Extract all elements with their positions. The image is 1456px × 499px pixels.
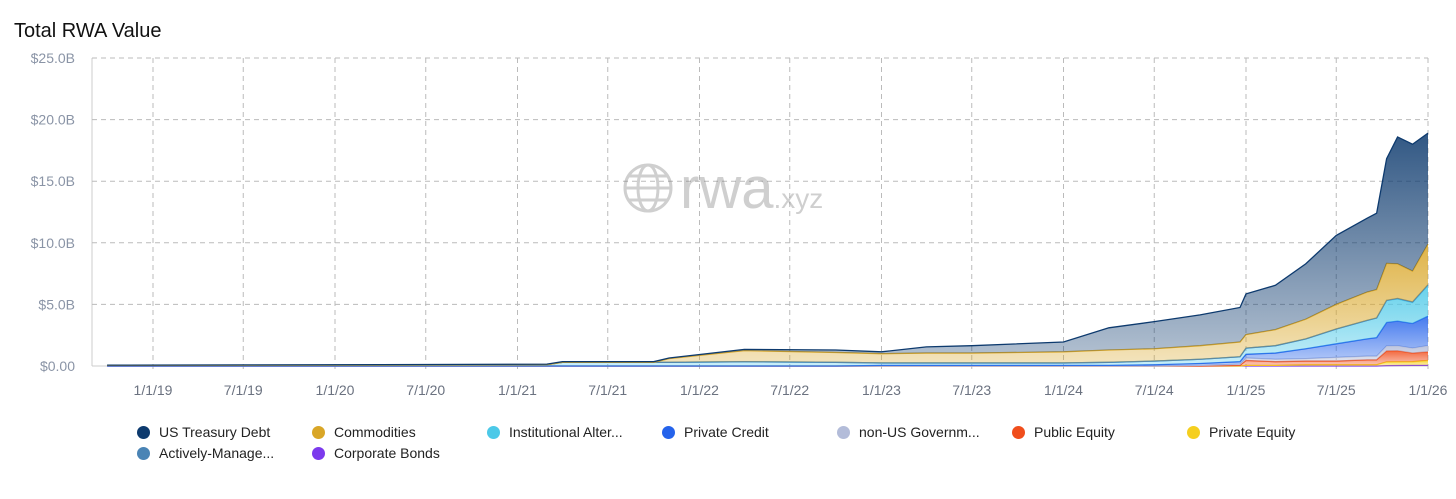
legend-item[interactable]: Private Equity bbox=[1187, 424, 1295, 440]
y-tick-label: $10.0B bbox=[31, 235, 75, 251]
legend-dot-icon bbox=[662, 425, 675, 439]
x-tick-label: 1/1/20 bbox=[316, 382, 355, 398]
y-tick-label: $25.0B bbox=[31, 50, 75, 66]
x-tick-label: 1/1/26 bbox=[1409, 382, 1448, 398]
area-public-equity bbox=[107, 350, 1428, 366]
y-tick-label: $15.0B bbox=[31, 173, 75, 189]
x-tick-label: 7/1/24 bbox=[1135, 382, 1174, 398]
x-tick-label: 1/1/24 bbox=[1044, 382, 1083, 398]
x-tick-label: 1/1/19 bbox=[134, 382, 173, 398]
x-tick-label: 7/1/23 bbox=[952, 382, 991, 398]
legend-dot-icon bbox=[312, 425, 325, 439]
legend-label: Private Credit bbox=[684, 424, 769, 440]
x-tick-label: 7/1/25 bbox=[1317, 382, 1356, 398]
x-tick-label: 1/1/22 bbox=[680, 382, 719, 398]
x-tick-label: 7/1/20 bbox=[406, 382, 445, 398]
line-us-treasury-debt bbox=[107, 132, 1429, 366]
legend-item[interactable]: Public Equity bbox=[1012, 424, 1115, 440]
legend-label: Commodities bbox=[334, 424, 416, 440]
legend-dot-icon bbox=[312, 446, 325, 460]
x-tick-label: 7/1/22 bbox=[770, 382, 809, 398]
y-tick-label: $20.0B bbox=[31, 112, 75, 128]
legend-item[interactable]: Institutional Alter... bbox=[487, 424, 623, 440]
globe-icon bbox=[623, 163, 673, 213]
legend-dot-icon bbox=[487, 425, 500, 439]
legend-item[interactable]: Private Credit bbox=[662, 424, 769, 440]
legend-dot-icon bbox=[1187, 425, 1200, 439]
legend-item[interactable]: Commodities bbox=[312, 424, 416, 440]
legend-dot-icon bbox=[137, 446, 150, 460]
legend-label: Private Equity bbox=[1209, 424, 1296, 440]
legend-item[interactable]: non-US Governm... bbox=[837, 424, 980, 440]
legend-label: non-US Governm... bbox=[859, 424, 980, 440]
legend-dot-icon bbox=[137, 425, 150, 439]
areas bbox=[107, 132, 1429, 367]
watermark-text: rwa.xyz bbox=[680, 156, 823, 221]
x-tick-label: 7/1/21 bbox=[588, 382, 627, 398]
x-tick-label: 7/1/19 bbox=[224, 382, 263, 398]
legend-dot-icon bbox=[1012, 425, 1025, 439]
legend-dot-icon bbox=[837, 425, 850, 439]
legend-item[interactable]: US Treasury Debt bbox=[137, 424, 270, 440]
watermark-logo: rwa.xyz bbox=[623, 156, 823, 221]
legend-label: Institutional Alter... bbox=[509, 424, 623, 440]
chart-title: Total RWA Value bbox=[14, 20, 162, 42]
legend-label: US Treasury Debt bbox=[159, 424, 271, 440]
y-tick-label: $0.00 bbox=[40, 358, 75, 374]
legend-label: Actively-Manage... bbox=[159, 445, 275, 461]
x-tick-label: 1/1/23 bbox=[862, 382, 901, 398]
legend-label: Corporate Bonds bbox=[334, 445, 440, 461]
x-tick-label: 1/1/25 bbox=[1227, 382, 1266, 398]
legend-item[interactable]: Actively-Manage... bbox=[137, 445, 274, 461]
legend-item[interactable]: Corporate Bonds bbox=[312, 445, 440, 461]
legend-label: Public Equity bbox=[1034, 424, 1115, 440]
x-tick-label: 1/1/21 bbox=[498, 382, 537, 398]
y-tick-label: $5.0B bbox=[38, 296, 75, 312]
